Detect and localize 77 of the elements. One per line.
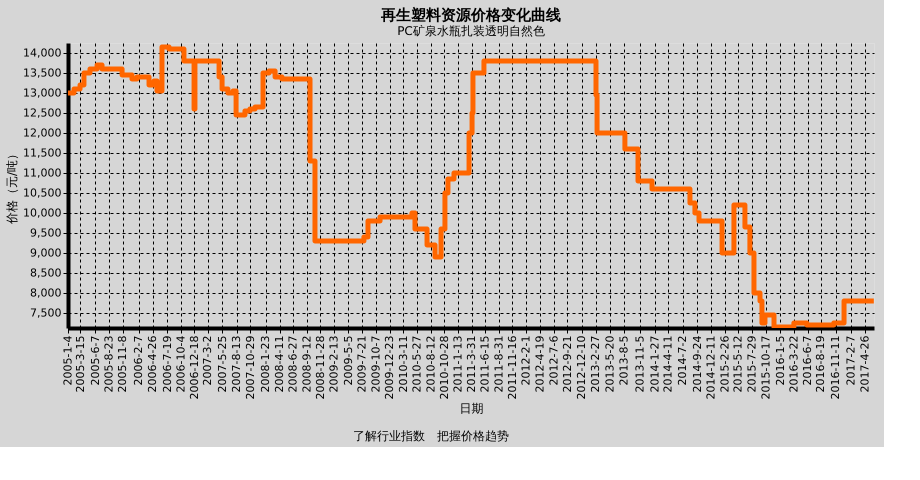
x-tick-label: 2011-11-16 <box>506 336 519 400</box>
x-tick-label: 2012-4-19 <box>533 336 546 392</box>
x-tick-label: 2006-2-7 <box>132 336 146 386</box>
x-tick-label: 2012-2-1 <box>520 336 533 386</box>
y-tick-label: 9,500 <box>30 226 62 240</box>
x-tick-label: 2015-2-26 <box>718 336 732 392</box>
x-tick-label: 2005-11-8 <box>116 336 130 392</box>
x-tick-label: 2008-6-27 <box>286 336 300 392</box>
x-tick-label: 2015-10-17 <box>760 336 773 400</box>
x-tick-label: 2010-3-11 <box>396 336 410 392</box>
y-tick-label: 11,500 <box>23 146 62 160</box>
x-tick-label: 2013-5-20 <box>604 336 617 392</box>
x-tick-label: 2016-3-22 <box>788 336 801 392</box>
x-tick-label: 2014-7-2 <box>676 336 690 386</box>
x-tick-label: 2005-6-7 <box>88 336 102 386</box>
x-tick-label: 2006-12-18 <box>188 336 201 400</box>
x-tick-label: 2013-8-5 <box>617 336 630 386</box>
x-tick-label: 2008-9-12 <box>300 336 314 392</box>
x-tick-label: 2007-5-25 <box>216 336 229 392</box>
x-axis-title: 日期 <box>460 401 484 416</box>
x-tick-label: 2011-3-31 <box>465 336 478 392</box>
x-tick-label: 2007-3-2 <box>201 336 214 386</box>
x-tick-label: 2013-11-5 <box>634 336 647 392</box>
y-tick-label: 12,000 <box>23 126 62 140</box>
x-tick-label: 2016-6-7 <box>801 336 814 386</box>
x-tick-label: 2006-10-4 <box>174 336 188 392</box>
x-tick-label: 2016-11-11 <box>829 336 842 400</box>
y-tick-label: 13,500 <box>23 66 62 80</box>
y-tick-label: 13,000 <box>23 86 62 100</box>
chart-subtitle: PC矿泉水瓶扎装透明自然色 <box>397 24 545 38</box>
x-tick-label: 2013-2-27 <box>589 336 602 392</box>
x-tick-label: 2012-12-10 <box>575 336 588 400</box>
x-tick-label: 2015-7-29 <box>746 336 759 392</box>
y-tick-label: 7,500 <box>30 306 62 320</box>
x-tick-label: 2008-11-28 <box>314 336 327 400</box>
x-tick-label: 2009-7-21 <box>356 336 369 392</box>
y-tick-label: 9,000 <box>30 246 62 260</box>
x-tick-label: 2012-9-21 <box>560 336 574 392</box>
x-tick-label: 2014-4-11 <box>661 336 674 392</box>
y-tick-label: 12,500 <box>23 106 62 120</box>
x-tick-label: 2014-12-11 <box>704 336 718 400</box>
x-tick-label: 2006-7-19 <box>160 336 174 392</box>
x-tick-label: 2016-1-5 <box>774 336 787 386</box>
y-tick-label: 8,500 <box>30 266 62 280</box>
y-axis-title: 价格（元/吨） <box>5 148 20 226</box>
x-tick-label: 2007-8-13 <box>230 336 244 392</box>
x-tick-label: 2010-8-12 <box>424 336 438 392</box>
x-tick-label: 2005-8-23 <box>102 336 116 392</box>
x-tick-label: 2005-1-4 <box>62 336 74 386</box>
x-tick-label: 2009-2-13 <box>328 336 341 392</box>
x-tick-label: 2017-2-7 <box>844 336 858 386</box>
x-tick-label: 2014-1-27 <box>648 336 662 392</box>
x-tick-label: 2008-1-23 <box>259 336 272 392</box>
x-tick-label: 2012-7-6 <box>547 336 560 386</box>
y-tick-label: 10,000 <box>23 206 62 220</box>
x-tick-label: 2005-3-15 <box>74 336 87 392</box>
y-tick-label: 11,000 <box>23 166 62 180</box>
x-tick-label: 2009-10-7 <box>369 336 382 392</box>
x-tick-label: 2017-4-26 <box>858 336 872 392</box>
x-tick-label: 2010-10-28 <box>438 336 451 400</box>
x-tick-label: 2011-1-13 <box>452 336 465 392</box>
x-tick-label: 2011-8-31 <box>492 336 506 392</box>
x-tick-label: 2010-5-27 <box>410 336 424 392</box>
x-tick-label: 2011-6-15 <box>478 336 492 392</box>
x-tick-label: 2007-10-29 <box>244 336 257 400</box>
x-tick-label: 2009-12-23 <box>383 336 396 400</box>
x-tick-label: 2009-5-5 <box>342 336 355 386</box>
chart-title: 再生塑料资源价格变化曲线 <box>380 6 561 24</box>
x-tick-label: 2006-4-26 <box>146 336 160 392</box>
x-tick-label: 2014-9-24 <box>690 336 704 392</box>
y-tick-label: 14,000 <box>23 46 62 60</box>
text: 了解行业指数 把握价格趋势 <box>353 429 509 443</box>
x-tick-label: 2016-8-19 <box>814 336 828 392</box>
y-tick-label: 8,000 <box>30 286 62 300</box>
x-tick-label: 2015-5-12 <box>732 336 745 392</box>
x-tick-label: 2008-4-11 <box>273 336 286 392</box>
y-tick-label: 10,500 <box>23 186 62 200</box>
